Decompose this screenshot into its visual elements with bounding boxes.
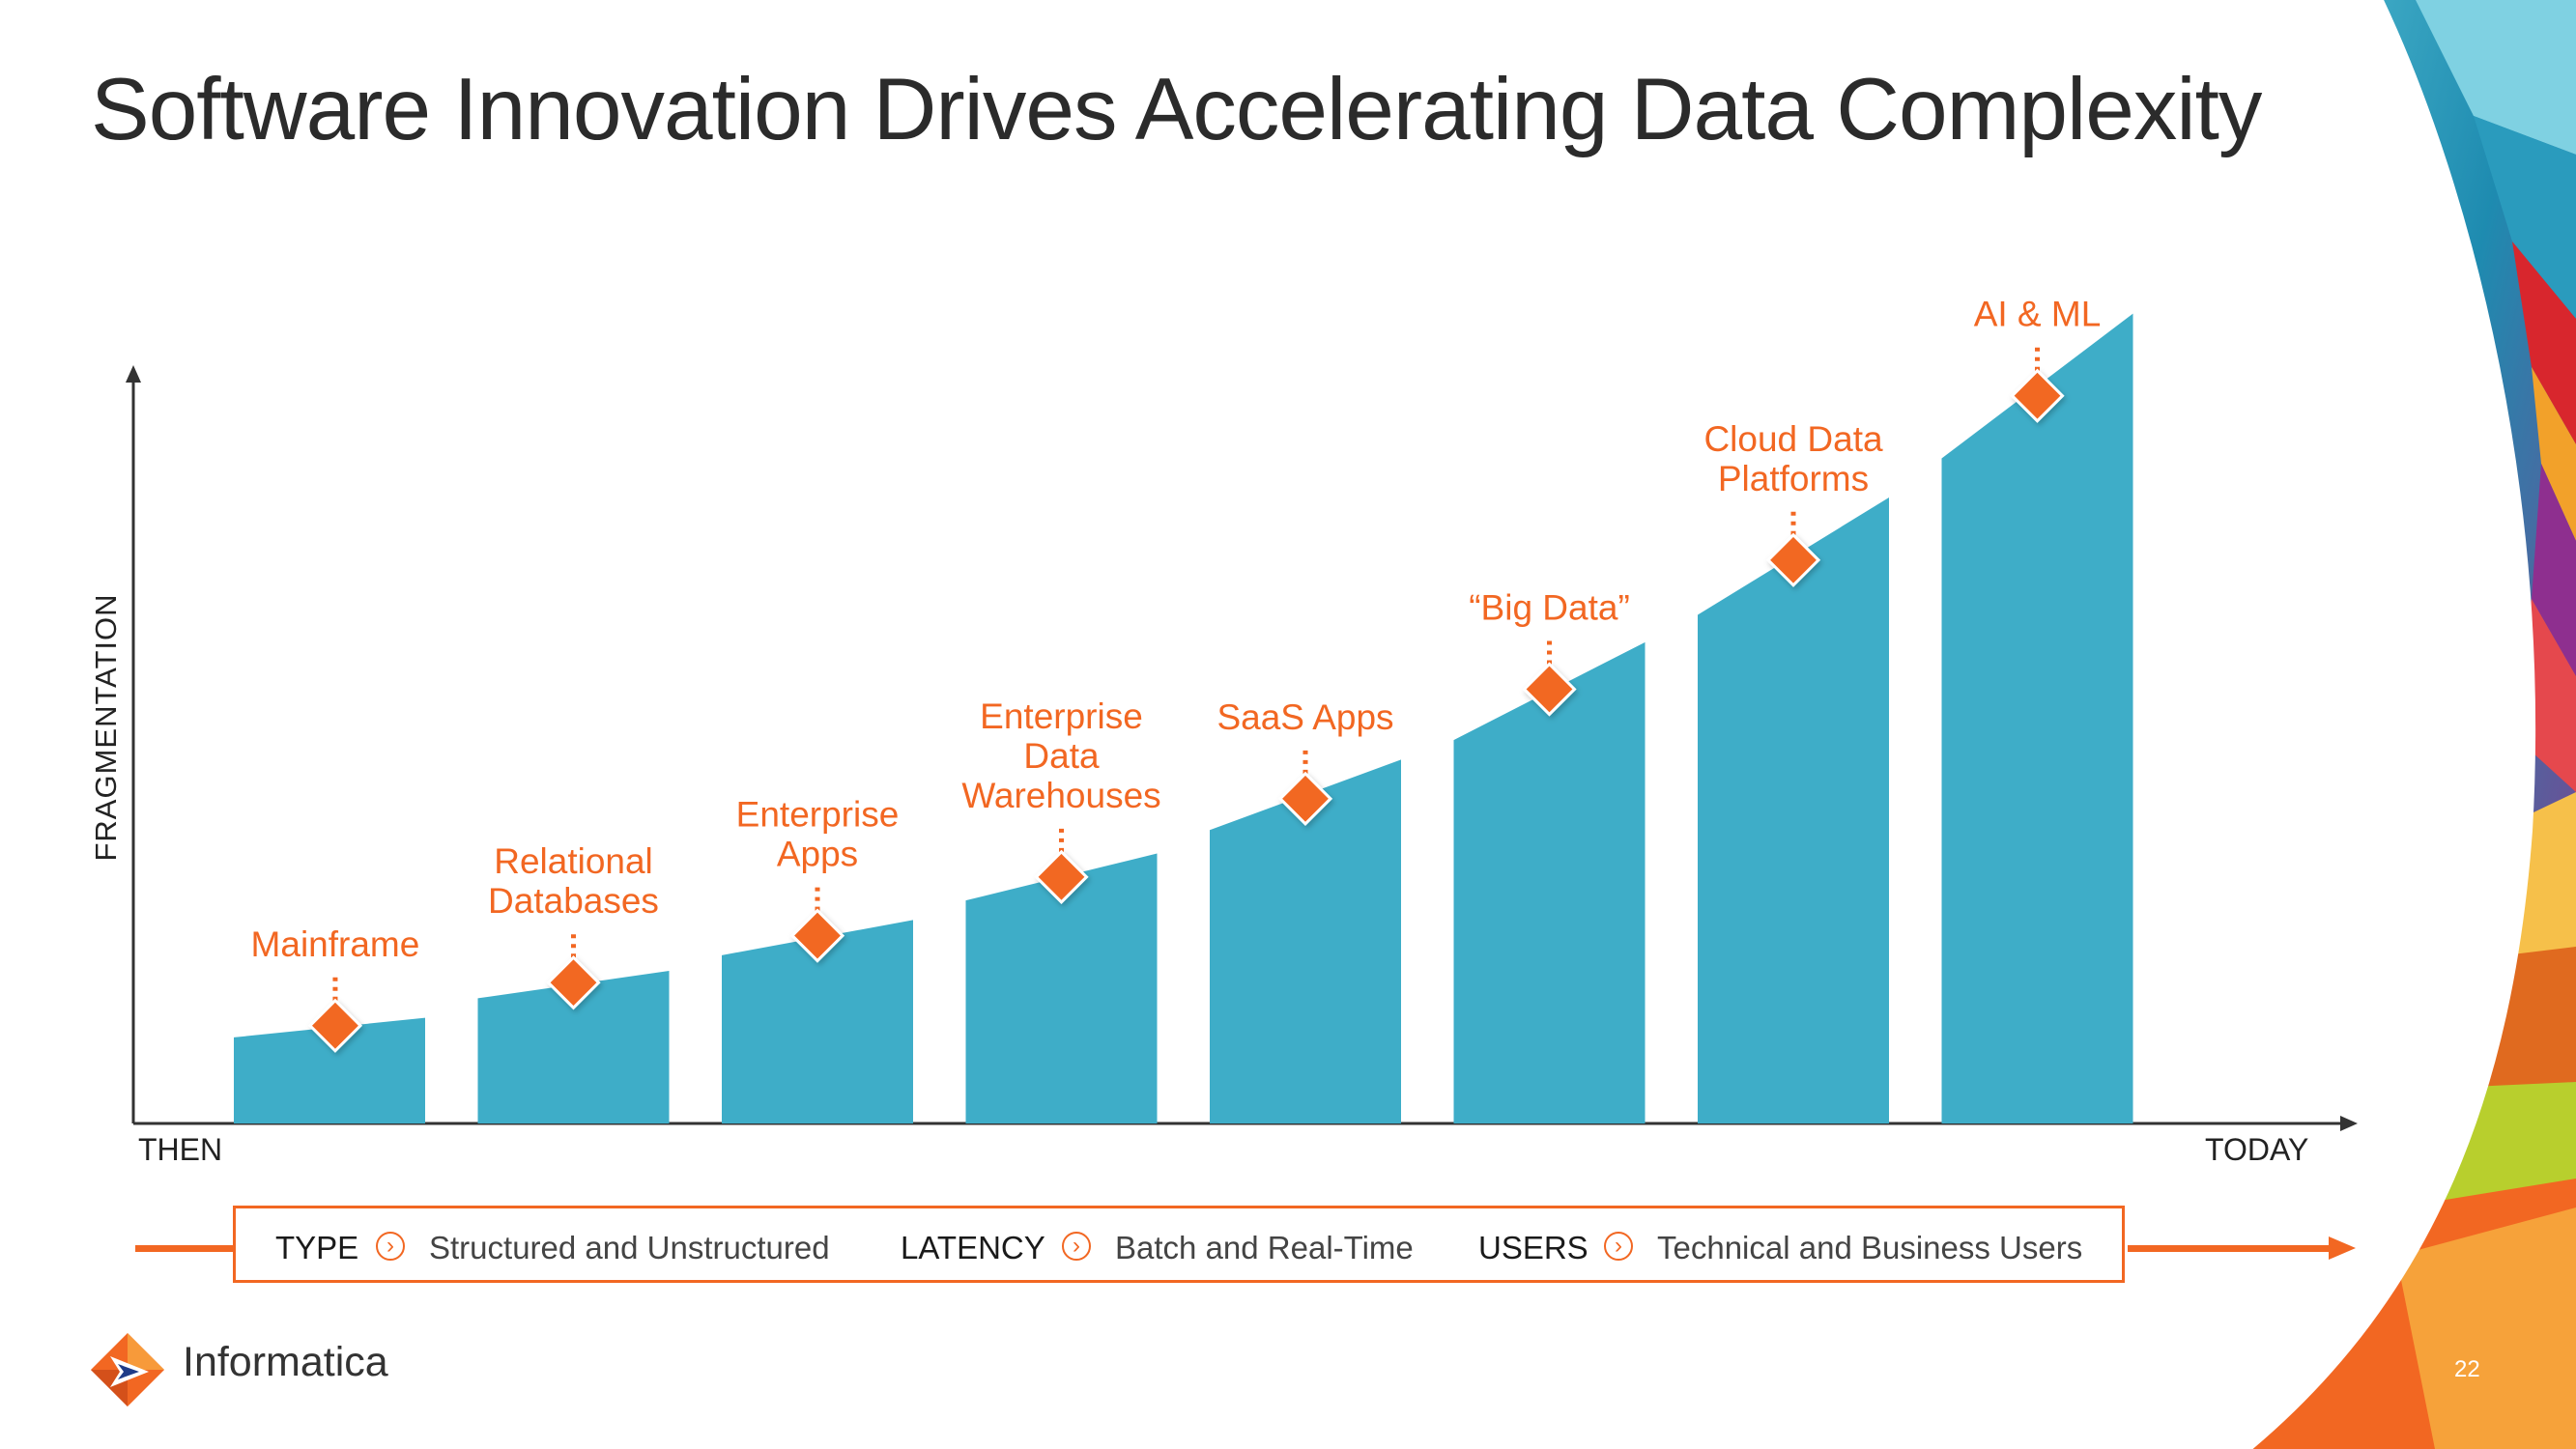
milestone-label-7: Cloud Data Platforms bbox=[1703, 419, 1883, 498]
timeline-arrow-icon bbox=[2329, 1236, 2356, 1260]
bar-8 bbox=[1941, 313, 2133, 1123]
diamond-marker-icon bbox=[546, 955, 601, 1010]
x-axis-end-label: TODAY bbox=[2205, 1132, 2309, 1167]
milestone-label-line: Enterprise bbox=[980, 696, 1143, 736]
timeline-line-right bbox=[2128, 1245, 2333, 1252]
legend-type-value: Structured and Unstructured bbox=[429, 1230, 830, 1265]
chevron-right-circle-icon: › bbox=[376, 1232, 405, 1261]
diamond-marker-icon bbox=[1765, 532, 1821, 587]
bar-2 bbox=[477, 971, 670, 1123]
x-axis-start-label: THEN bbox=[138, 1132, 223, 1167]
milestone-label-line: Warehouses bbox=[961, 776, 1160, 815]
diamond-marker-icon bbox=[1034, 849, 1089, 904]
timeline-line-left bbox=[135, 1245, 234, 1252]
milestone-label-6: “Big Data” bbox=[1469, 587, 1630, 627]
bar-4 bbox=[965, 853, 1158, 1123]
y-axis-arrow-icon bbox=[126, 365, 141, 383]
milestone-label-line: Enterprise bbox=[736, 795, 900, 835]
slide-title: Software Innovation Drives Accelerating … bbox=[91, 61, 2262, 158]
milestone-label-line: Cloud Data bbox=[1703, 419, 1883, 459]
milestone-label-5: SaaS Apps bbox=[1216, 697, 1393, 737]
milestone-label-line: Platforms bbox=[1718, 459, 1869, 498]
bar-5 bbox=[1210, 759, 1401, 1123]
informatica-logo-icon bbox=[91, 1333, 164, 1406]
milestone-label-line: SaaS Apps bbox=[1216, 697, 1393, 737]
milestone-label-line: Mainframe bbox=[251, 924, 420, 964]
legend-latency-value: Batch and Real-Time bbox=[1115, 1230, 1414, 1265]
milestone-label-2: Relational Databases bbox=[488, 841, 659, 921]
legend-type-key: TYPE bbox=[275, 1230, 359, 1265]
diamond-marker-icon bbox=[1277, 771, 1333, 826]
milestone-label-line: Databases bbox=[488, 881, 659, 921]
milestone-label-line: Apps bbox=[777, 835, 858, 874]
chevron-right-circle-icon: › bbox=[1062, 1232, 1091, 1261]
legend-box bbox=[233, 1206, 2125, 1283]
y-axis-label: FRAGMENTATION bbox=[89, 593, 123, 862]
chevron-right-circle-icon: › bbox=[1604, 1232, 1633, 1261]
x-axis-arrow-icon bbox=[2340, 1116, 2358, 1131]
legend-latency-key: LATENCY bbox=[901, 1230, 1045, 1265]
milestone-label-8: AI & ML bbox=[1974, 295, 2102, 334]
page-number: 22 bbox=[2454, 1356, 2480, 1382]
diamond-marker-icon bbox=[2010, 368, 2065, 423]
milestone-label-line: Relational bbox=[494, 841, 653, 881]
milestone-label-line: AI & ML bbox=[1974, 295, 2102, 334]
diamond-marker-icon bbox=[789, 908, 845, 963]
milestone-label-line: “Big Data” bbox=[1469, 587, 1630, 627]
diamond-marker-icon bbox=[307, 998, 363, 1053]
legend-users-value: Technical and Business Users bbox=[1657, 1230, 2083, 1265]
milestone-label-line: Data bbox=[1023, 736, 1100, 776]
bar-7 bbox=[1698, 497, 1889, 1123]
milestone-label-1: Mainframe bbox=[251, 924, 420, 964]
bar-3 bbox=[722, 920, 913, 1123]
diamond-marker-icon bbox=[1522, 662, 1577, 717]
bar-6 bbox=[1453, 641, 1646, 1123]
legend-users-key: USERS bbox=[1478, 1230, 1589, 1265]
logo-text: Informatica bbox=[183, 1339, 388, 1385]
milestone-label-4: Enterprise Data Warehouses bbox=[961, 696, 1160, 815]
milestone-label-3: Enterprise Apps bbox=[736, 795, 900, 874]
bar-1 bbox=[234, 1017, 425, 1123]
